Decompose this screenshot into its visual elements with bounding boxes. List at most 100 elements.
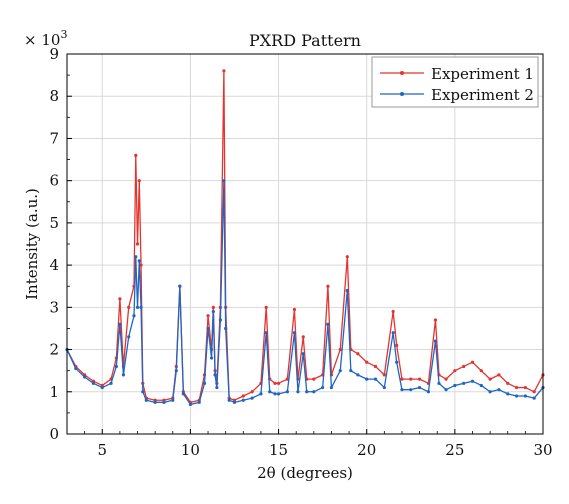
data-point	[134, 255, 138, 259]
data-point	[232, 400, 237, 404]
data-point	[222, 69, 226, 73]
data-point	[479, 369, 483, 373]
legend-label-experiment-1: Experiment 1	[431, 65, 534, 83]
data-point	[227, 398, 231, 402]
data-point	[153, 400, 157, 404]
data-point	[162, 400, 166, 404]
data-point	[276, 392, 281, 396]
y-tick-label: 7	[49, 129, 59, 147]
data-point	[365, 360, 369, 364]
data-point	[100, 385, 104, 390]
data-point	[121, 373, 126, 377]
data-point	[326, 284, 330, 288]
legend-item-experiment-2: Experiment 2	[380, 86, 534, 104]
data-point	[391, 331, 395, 335]
data-point	[497, 373, 501, 377]
data-point	[206, 326, 210, 331]
data-point	[349, 369, 353, 373]
data-point	[132, 314, 136, 318]
y-tick-label: 1	[49, 383, 59, 401]
data-point	[409, 377, 413, 381]
data-point	[171, 398, 175, 402]
data-point	[135, 305, 140, 309]
y-scale-multiplier: × 103	[24, 28, 67, 49]
data-point	[215, 385, 219, 390]
data-point	[144, 398, 148, 402]
data-point	[127, 335, 131, 339]
data-point	[326, 322, 330, 326]
data-point	[206, 314, 210, 318]
data-point	[292, 307, 297, 312]
data-point	[218, 318, 222, 322]
legend: Experiment 1 Experiment 2	[371, 56, 539, 108]
y-tick-label: 4	[49, 256, 59, 274]
x-tick-label: 25	[445, 441, 464, 459]
data-point	[276, 381, 281, 385]
data-point	[273, 392, 277, 396]
data-point	[488, 377, 492, 381]
data-point	[241, 398, 245, 402]
data-point	[178, 284, 182, 288]
data-point	[395, 343, 399, 347]
data-point	[118, 322, 122, 326]
data-point	[409, 388, 413, 392]
data-point	[202, 381, 207, 385]
data-point	[523, 385, 527, 390]
data-point	[373, 364, 378, 369]
data-point	[264, 305, 268, 309]
y-tick-label: 2	[49, 341, 59, 359]
y-tick-label: 6	[49, 172, 59, 190]
data-point	[181, 392, 185, 396]
data-point	[497, 388, 501, 392]
y-tick-label: 8	[49, 87, 59, 105]
data-point	[197, 400, 201, 404]
data-point	[222, 179, 226, 183]
data-point	[356, 352, 360, 356]
ticks: 5 10 15 20 25 30 0 1 2 3 4 5 6 7 8 9	[49, 45, 552, 459]
data-point	[479, 383, 483, 388]
data-point	[301, 335, 305, 339]
data-point	[135, 242, 140, 246]
data-point	[433, 318, 438, 322]
legend-item-experiment-1: Experiment 1	[380, 65, 534, 83]
data-point	[250, 396, 254, 400]
data-point	[338, 369, 342, 373]
data-point	[444, 388, 448, 392]
y-tick-label: 9	[49, 45, 59, 63]
data-point	[514, 394, 519, 398]
data-point	[312, 377, 316, 381]
data-point	[514, 385, 519, 390]
data-point	[532, 390, 536, 394]
data-point	[338, 347, 342, 352]
data-point	[417, 377, 422, 381]
data-point	[305, 390, 309, 394]
data-point	[345, 288, 349, 293]
data-point	[470, 379, 475, 383]
data-point	[395, 360, 399, 364]
data-point	[137, 259, 141, 263]
data-point	[506, 381, 510, 385]
data-point	[118, 297, 122, 301]
data-point	[174, 369, 178, 373]
data-point	[259, 392, 263, 396]
data-point	[292, 331, 297, 335]
data-point	[134, 153, 138, 157]
data-point	[268, 390, 272, 394]
data-point	[382, 385, 386, 390]
legend-marker-experiment-2	[400, 92, 404, 96]
data-point	[365, 377, 369, 381]
data-point	[137, 179, 141, 183]
data-point	[391, 309, 395, 314]
chart-title: PXRD Pattern	[249, 31, 361, 50]
data-point	[417, 385, 422, 390]
x-tick-label: 30	[533, 441, 552, 459]
data-point	[321, 385, 325, 390]
data-point	[329, 385, 334, 390]
data-point	[91, 381, 96, 385]
data-point	[345, 255, 349, 259]
data-point	[224, 326, 228, 331]
data-point	[506, 392, 510, 396]
data-point	[356, 373, 360, 377]
